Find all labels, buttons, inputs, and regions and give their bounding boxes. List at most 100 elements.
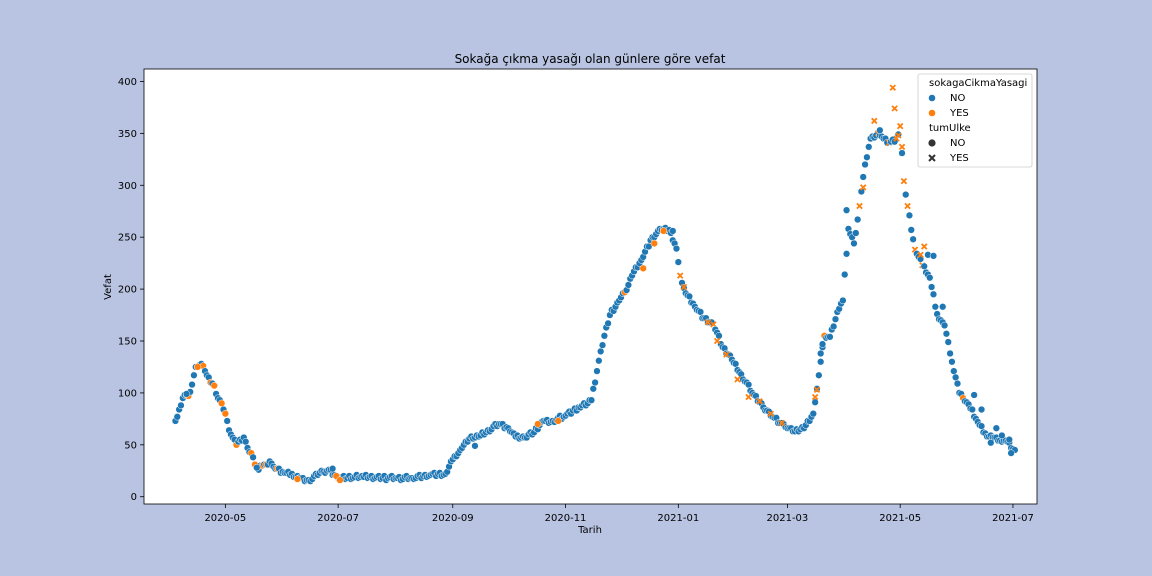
y-tick-label: 400 [118,77,137,88]
y-tick-label: 150 [118,337,137,348]
scatter-point-x [713,337,721,345]
scatter-point [696,308,705,316]
scatter-point [977,422,986,430]
scatter-point [604,319,612,328]
scatter-point [534,420,542,428]
scatter-point [977,405,986,414]
scatter-point-x [723,351,730,358]
scatter-point-x [813,386,821,394]
scatter-point [826,333,834,341]
scatter-point [685,292,694,301]
y-axis-label: Vefat [103,274,114,300]
legend: sokagaCikmaYasagi NO YES tumUlke NO YES [917,73,1033,168]
scatter-point-x [920,243,928,250]
scatter-point [328,465,337,473]
x-tick-label: 2021-07 [992,513,1034,524]
scatter-point [931,303,939,311]
y-tick-label: 350 [118,129,137,140]
scatter-point [842,250,851,258]
legend-frame [917,73,1033,168]
scatter-point [818,340,827,348]
scatter-point [1005,435,1013,444]
scatter-point [669,227,677,235]
scatter-point-x [904,202,911,210]
x-axis-label: Tarih [577,525,602,536]
scatter-point [249,453,257,461]
scatter-point [946,349,954,358]
scatter-point [920,262,928,270]
scatter-point [624,281,633,289]
legend-marker-circle [928,139,936,147]
scatter-point [597,347,605,356]
scatter-point [210,381,218,390]
scatter-point-x [811,393,819,401]
scatter-point [992,424,1000,432]
scatter-point [1007,449,1015,457]
scatter-point [731,360,740,368]
scatter-point-x [891,105,898,112]
scatter-point [944,338,952,346]
scatter-point [650,239,658,248]
y-tick-label: 0 [131,492,137,503]
legend-marker-yes [928,109,936,117]
scatter-point [218,399,226,407]
x-tick-label: 2021-05 [879,513,921,524]
scatter-point [898,149,906,157]
scatter-point-x [917,251,924,259]
scatter-point [863,153,871,161]
scatter-point [221,410,229,418]
scatter-point [674,258,682,266]
legend-style-title: tumUlke [929,123,971,134]
legend-hue-label: YES [949,108,969,119]
scatter-point [659,227,668,235]
scatter-point [672,244,681,253]
y-tick-label: 250 [118,233,137,244]
scatter-point [242,438,250,446]
scatter-point-x [859,184,867,191]
scatter-point-x [896,122,904,130]
scatter-point [850,239,858,248]
scatter-point [336,476,344,484]
scatter-point [907,226,915,234]
scatter-point [829,322,838,331]
scatter-point [929,252,938,260]
x-axis-ticks: 2020-05 2020-07 2020-09 2020-11 2021-01 2021-… [204,504,1034,524]
scatter-point [293,475,302,483]
scatter-point [865,143,873,151]
scatter-point-x [676,272,684,279]
scatter-point [859,173,867,181]
scatter-point [841,270,849,279]
scatter-point [223,417,231,425]
scatter-point [953,379,962,388]
scatter-point [831,315,840,323]
scatter-point [173,413,181,421]
x-tick-label: 2021-01 [657,513,699,524]
scatter-point [744,380,753,389]
scatter-point [948,358,956,366]
scatter-point [817,349,825,358]
scatter-point-x [900,177,908,185]
scatter-point [595,357,603,365]
scatter-point [926,274,934,282]
plot-area [143,68,1038,505]
scatter-point [861,160,869,169]
x-tick-label: 2020-09 [432,513,474,524]
y-tick-label: 50 [124,440,137,451]
y-tick-label: 300 [118,181,137,192]
scatter-point [193,363,202,371]
scatter-point [909,235,917,243]
legend-style-label: NO [950,138,965,149]
x-tick-label: 2020-11 [545,513,587,524]
legend-marker-x [928,154,936,162]
scatter-point-x [889,84,897,91]
scatter-point [554,417,562,425]
scatter-point [471,442,479,450]
scatter-point [952,373,960,381]
scatter-point [950,367,958,375]
scatter-point [587,396,596,404]
scatter-point [998,431,1006,440]
y-tick-label: 200 [118,285,137,296]
scatter-point [591,378,599,387]
scatter-point-x [895,132,902,139]
